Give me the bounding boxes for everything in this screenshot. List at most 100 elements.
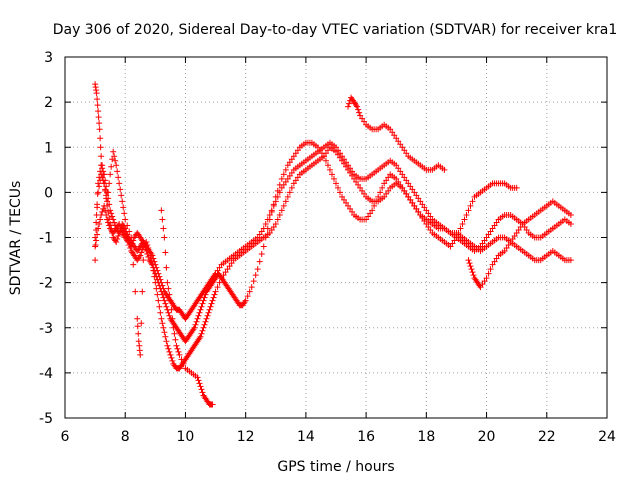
data-point [194, 374, 201, 381]
data-point [129, 240, 136, 247]
data-point [477, 284, 484, 291]
data-point [160, 294, 167, 301]
data-point [481, 237, 488, 244]
data-point [161, 234, 168, 241]
data-point [407, 196, 414, 203]
data-point [157, 276, 164, 283]
data-point [170, 324, 177, 331]
data-point [399, 184, 406, 191]
data-point [117, 186, 124, 193]
data-point [335, 151, 342, 158]
data-point [491, 258, 498, 265]
data-point [280, 202, 287, 209]
y-tick-label: 3 [44, 50, 53, 66]
data-point [288, 169, 295, 176]
data-point [171, 330, 178, 337]
data-point [470, 272, 477, 279]
x-tick-label: 6 [61, 429, 70, 445]
data-point [169, 315, 176, 322]
data-point [154, 291, 161, 298]
data-point [409, 199, 416, 206]
data-point [286, 172, 293, 179]
data-point [109, 156, 116, 163]
data-point [417, 198, 424, 205]
data-point [355, 106, 362, 113]
data-point [93, 87, 100, 94]
y-tick-label: 1 [44, 140, 53, 156]
data-point [387, 126, 394, 133]
x-tick-label: 8 [121, 429, 130, 445]
data-point [205, 309, 212, 316]
data-point [121, 210, 128, 217]
data-point [413, 205, 420, 212]
data-point [466, 260, 473, 267]
data-point [119, 198, 126, 205]
data-point [284, 193, 291, 200]
data-point [93, 237, 100, 244]
data-point [361, 190, 368, 197]
data-point [198, 303, 205, 310]
data-point [146, 248, 153, 255]
data-point [343, 199, 350, 206]
data-point [339, 157, 346, 164]
data-point [399, 144, 406, 151]
data-point [92, 234, 99, 241]
data-point [94, 204, 101, 211]
data-point [523, 226, 530, 233]
data-point [126, 228, 133, 235]
data-point [168, 354, 175, 361]
data-point [216, 264, 223, 271]
data-point [208, 300, 215, 307]
data-point [252, 272, 259, 279]
data-point [107, 171, 114, 178]
data-point [152, 279, 159, 286]
data-point [359, 115, 366, 122]
data-point [161, 329, 168, 336]
data-point [92, 257, 99, 264]
data-point [333, 180, 339, 187]
data-point [211, 291, 218, 298]
data-point [280, 171, 287, 178]
data-point [567, 257, 574, 264]
data-point [160, 324, 167, 331]
x-tick-label: 24 [598, 429, 616, 445]
data-point [212, 288, 219, 295]
data-point [143, 239, 150, 246]
data-point [270, 223, 277, 230]
x-tick-label: 10 [177, 429, 195, 445]
data-point [354, 103, 361, 110]
data-point [294, 174, 301, 181]
data-point [99, 174, 106, 181]
data-point [201, 321, 208, 328]
data-point [361, 118, 368, 125]
data-point [114, 168, 121, 175]
data-point [196, 309, 203, 316]
data-point [94, 231, 101, 238]
data-point [164, 342, 171, 349]
data-point [158, 207, 165, 214]
data-point [105, 219, 112, 226]
data-point [103, 183, 110, 190]
data-point [469, 269, 476, 276]
data-point [97, 144, 104, 151]
data-point [465, 257, 472, 264]
data-point [284, 162, 291, 169]
data-point [168, 306, 175, 313]
data-point [250, 278, 257, 285]
data-point [483, 275, 490, 282]
data-point [117, 223, 124, 230]
data-point [125, 239, 132, 246]
data-point [284, 175, 291, 182]
data-point [195, 377, 202, 384]
data-point [395, 138, 402, 145]
data-point [200, 324, 207, 331]
data-point [395, 165, 402, 172]
data-point [262, 220, 269, 227]
data-point [292, 150, 299, 157]
data-point [102, 207, 109, 214]
data-point [95, 189, 102, 196]
data-point [96, 183, 103, 190]
data-point [256, 231, 263, 238]
x-tick-label: 20 [478, 429, 496, 445]
